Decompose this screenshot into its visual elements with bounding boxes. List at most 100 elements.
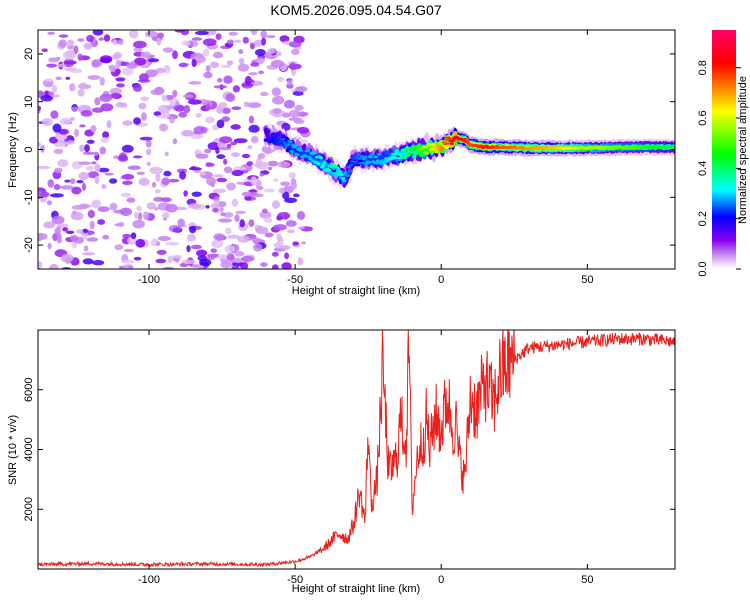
noise-blob — [82, 182, 86, 191]
noise-blob — [138, 102, 147, 110]
noise-blob — [145, 139, 152, 148]
noise-blob — [205, 116, 215, 124]
noise-blob — [164, 151, 169, 157]
colorbar-ticks: 0.0 0.2 0.4 0.6 0.8 — [697, 60, 741, 277]
noise-blob — [49, 136, 58, 144]
ridge-cell — [318, 156, 324, 160]
noise-blob — [226, 253, 235, 261]
noise-blob — [138, 212, 143, 221]
noise-blob — [219, 136, 233, 144]
noise-blob — [65, 49, 76, 58]
ridge-cell — [444, 144, 450, 150]
noise-blob — [60, 253, 74, 263]
ridge-cell — [360, 161, 366, 165]
noise-blob — [162, 47, 174, 53]
noise-blob — [122, 180, 133, 185]
noise-blob — [172, 227, 181, 233]
noise-blob — [115, 102, 125, 108]
noise-blob — [217, 77, 223, 83]
colorbar-tick-label: 0.6 — [697, 110, 709, 125]
noise-blob — [213, 199, 220, 206]
noise-blob — [227, 39, 235, 45]
noise-blob — [77, 53, 83, 61]
noise-blob — [165, 203, 178, 213]
noise-blob — [293, 193, 300, 198]
noise-blob — [288, 172, 297, 179]
noise-blob — [282, 112, 291, 118]
ridge-cell — [311, 152, 316, 155]
noise-blob — [114, 223, 125, 227]
noise-blob — [231, 264, 240, 269]
noise-blob — [177, 218, 185, 228]
y-tick-label: 6000 — [23, 378, 35, 402]
noise-blob — [181, 40, 191, 46]
noise-blob — [172, 255, 183, 259]
ridge-cell — [393, 152, 398, 156]
noise-blob — [161, 197, 172, 203]
ridge-cell — [450, 139, 456, 143]
noise-blob — [149, 166, 163, 175]
noise-blob — [132, 219, 145, 229]
noise-blob — [140, 112, 147, 121]
noise-blob — [38, 90, 44, 98]
noise-blob — [234, 214, 240, 223]
ridge-cell — [316, 162, 321, 166]
noise-blob — [55, 76, 63, 81]
noise-blob — [205, 65, 211, 72]
noise-blob — [232, 85, 240, 93]
colorbar-tick-label: 0.2 — [697, 211, 709, 226]
noise-blob — [92, 30, 104, 36]
noise-blob — [154, 207, 159, 211]
noise-blob — [116, 83, 125, 88]
noise-blob — [77, 38, 85, 42]
y-tick-label: 0 — [23, 146, 35, 152]
noise-blob — [221, 64, 232, 68]
noise-blob — [290, 178, 297, 185]
noise-blob — [86, 237, 99, 242]
noise-blob — [191, 191, 202, 197]
noise-blob — [118, 265, 124, 269]
noise-blob — [62, 227, 69, 232]
ridge-cell — [281, 137, 286, 141]
noise-blob — [41, 48, 48, 53]
ridge-cell — [347, 169, 353, 173]
noise-blob — [66, 39, 75, 48]
noise-blob — [65, 230, 75, 234]
noise-blob — [126, 197, 136, 203]
noise-blob — [273, 242, 284, 249]
ridge-cell — [263, 138, 269, 142]
noise-blob — [97, 219, 106, 225]
noise-blob — [241, 83, 254, 87]
ridge-cell — [366, 160, 371, 164]
noise-blob — [117, 39, 124, 46]
ridge-cell — [447, 137, 452, 140]
noise-blob — [69, 117, 75, 121]
colorbar-tick-label: 0.0 — [697, 261, 709, 276]
snr-x-axis-label: Height of straight line (km) — [292, 583, 420, 595]
noise-blob — [38, 261, 43, 269]
noise-blob — [128, 30, 139, 39]
noise-blob — [86, 34, 95, 43]
noise-blob — [239, 219, 245, 228]
noise-blob — [205, 103, 211, 111]
noise-blob — [57, 159, 69, 168]
noise-blob — [278, 187, 286, 194]
noise-blob — [132, 155, 143, 159]
noise-blob — [47, 31, 55, 35]
noise-blob — [79, 144, 85, 152]
noise-blob — [223, 75, 233, 84]
noise-blob — [217, 254, 227, 260]
noise-blob — [249, 237, 261, 242]
noise-blob — [100, 57, 112, 64]
noise-blob — [217, 201, 227, 208]
x-tick-label: -50 — [287, 274, 303, 286]
noise-blob — [138, 177, 150, 186]
noise-blob — [145, 148, 152, 156]
noise-blob — [133, 84, 142, 92]
noise-blob — [90, 125, 97, 133]
ridge-cell — [352, 155, 357, 158]
noise-blob — [261, 37, 266, 46]
noise-blob — [250, 176, 258, 186]
noise-blob — [83, 42, 93, 50]
noise-blob — [113, 209, 127, 214]
